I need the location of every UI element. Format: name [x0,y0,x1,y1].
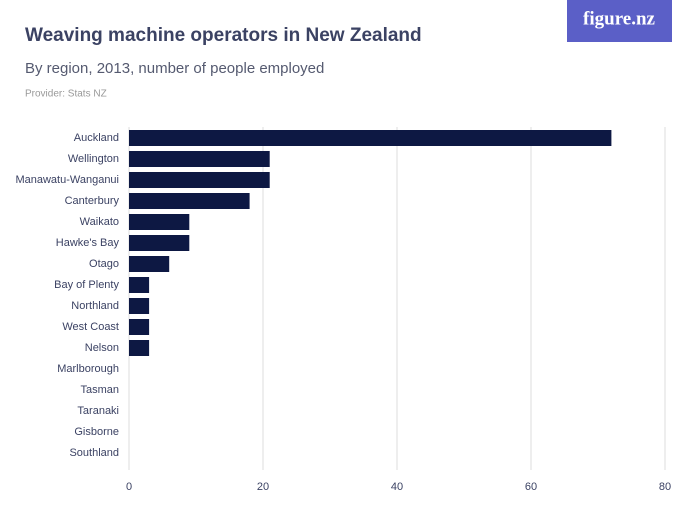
bar [129,340,150,356]
x-tick-label: 0 [126,481,132,493]
y-tick-label: Otago [89,258,119,270]
y-tick-label: Nelson [85,342,119,354]
x-tick-label: 20 [257,481,269,493]
x-tick-label: 60 [525,481,537,493]
bar [129,130,612,146]
y-tick-label: Auckland [74,132,119,144]
y-tick-label: Manawatu-Wanganui [15,174,119,186]
bar [129,172,270,188]
x-tick-label: 80 [659,481,671,493]
x-tick-label: 40 [391,481,403,493]
y-tick-label: Bay of Plenty [54,279,119,291]
bar [129,277,150,293]
bar [129,319,150,335]
y-tick-label: West Coast [62,321,119,333]
chart-title: Weaving machine operators in New Zealand [25,25,422,46]
bar [129,298,150,314]
y-tick-label: Gisborne [74,426,119,438]
bar [129,256,170,272]
y-tick-label: Waikato [80,216,119,228]
y-tick-label: Taranaki [77,405,119,417]
y-tick-label: Northland [71,300,119,312]
y-tick-label: Wellington [68,153,119,165]
y-tick-label: Canterbury [65,195,120,207]
bar [129,151,270,167]
logo: figure.nz [583,8,656,29]
bar [129,193,250,209]
bar [129,214,190,230]
bar [129,235,190,251]
y-tick-label: Hawke's Bay [56,237,120,249]
chart-subtitle: By region, 2013, number of people employ… [25,60,324,77]
logo-box [567,0,672,42]
y-tick-label: Tasman [80,384,119,396]
source: Provider: Stats NZ [25,89,107,100]
y-tick-label: Marlborough [57,363,119,375]
y-tick-label: Southland [69,447,119,459]
